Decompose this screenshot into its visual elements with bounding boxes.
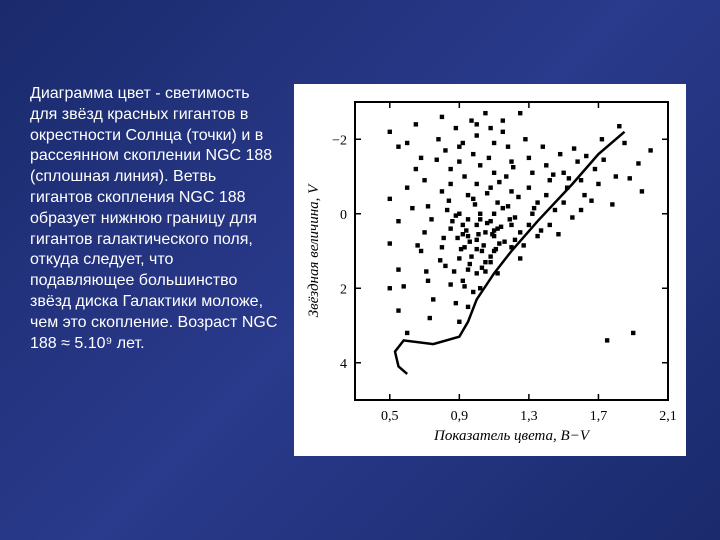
description-text: Диаграмма цвет - светимость для звёзд кр… [30, 84, 290, 354]
scatter-chart: 0,5 0,9 1,3 1,7 2,1 −2 0 2 4 Показатель цвета, B−… [300, 90, 680, 450]
svg-text:1,3: 1,3 [520, 409, 538, 424]
svg-text:1,7: 1,7 [590, 409, 608, 424]
svg-text:2: 2 [340, 282, 347, 297]
svg-text:Звёздная величина, V: Звёздная величина, V [306, 183, 322, 317]
svg-text:−2: −2 [332, 133, 347, 148]
chart-column: 0,5 0,9 1,3 1,7 2,1 −2 0 2 4 Показатель цвета, B−… [290, 84, 690, 456]
svg-text:4: 4 [340, 357, 347, 372]
svg-text:0: 0 [340, 208, 347, 223]
svg-text:2,1: 2,1 [659, 409, 677, 424]
svg-text:0,5: 0,5 [381, 409, 399, 424]
svg-text:0,9: 0,9 [451, 409, 469, 424]
chart-box: 0,5 0,9 1,3 1,7 2,1 −2 0 2 4 Показатель цвета, B−… [294, 84, 686, 456]
slide-container: Диаграмма цвет - светимость для звёзд кр… [0, 64, 720, 476]
svg-text:Показатель цвета, B−V: Показатель цвета, B−V [433, 428, 591, 444]
